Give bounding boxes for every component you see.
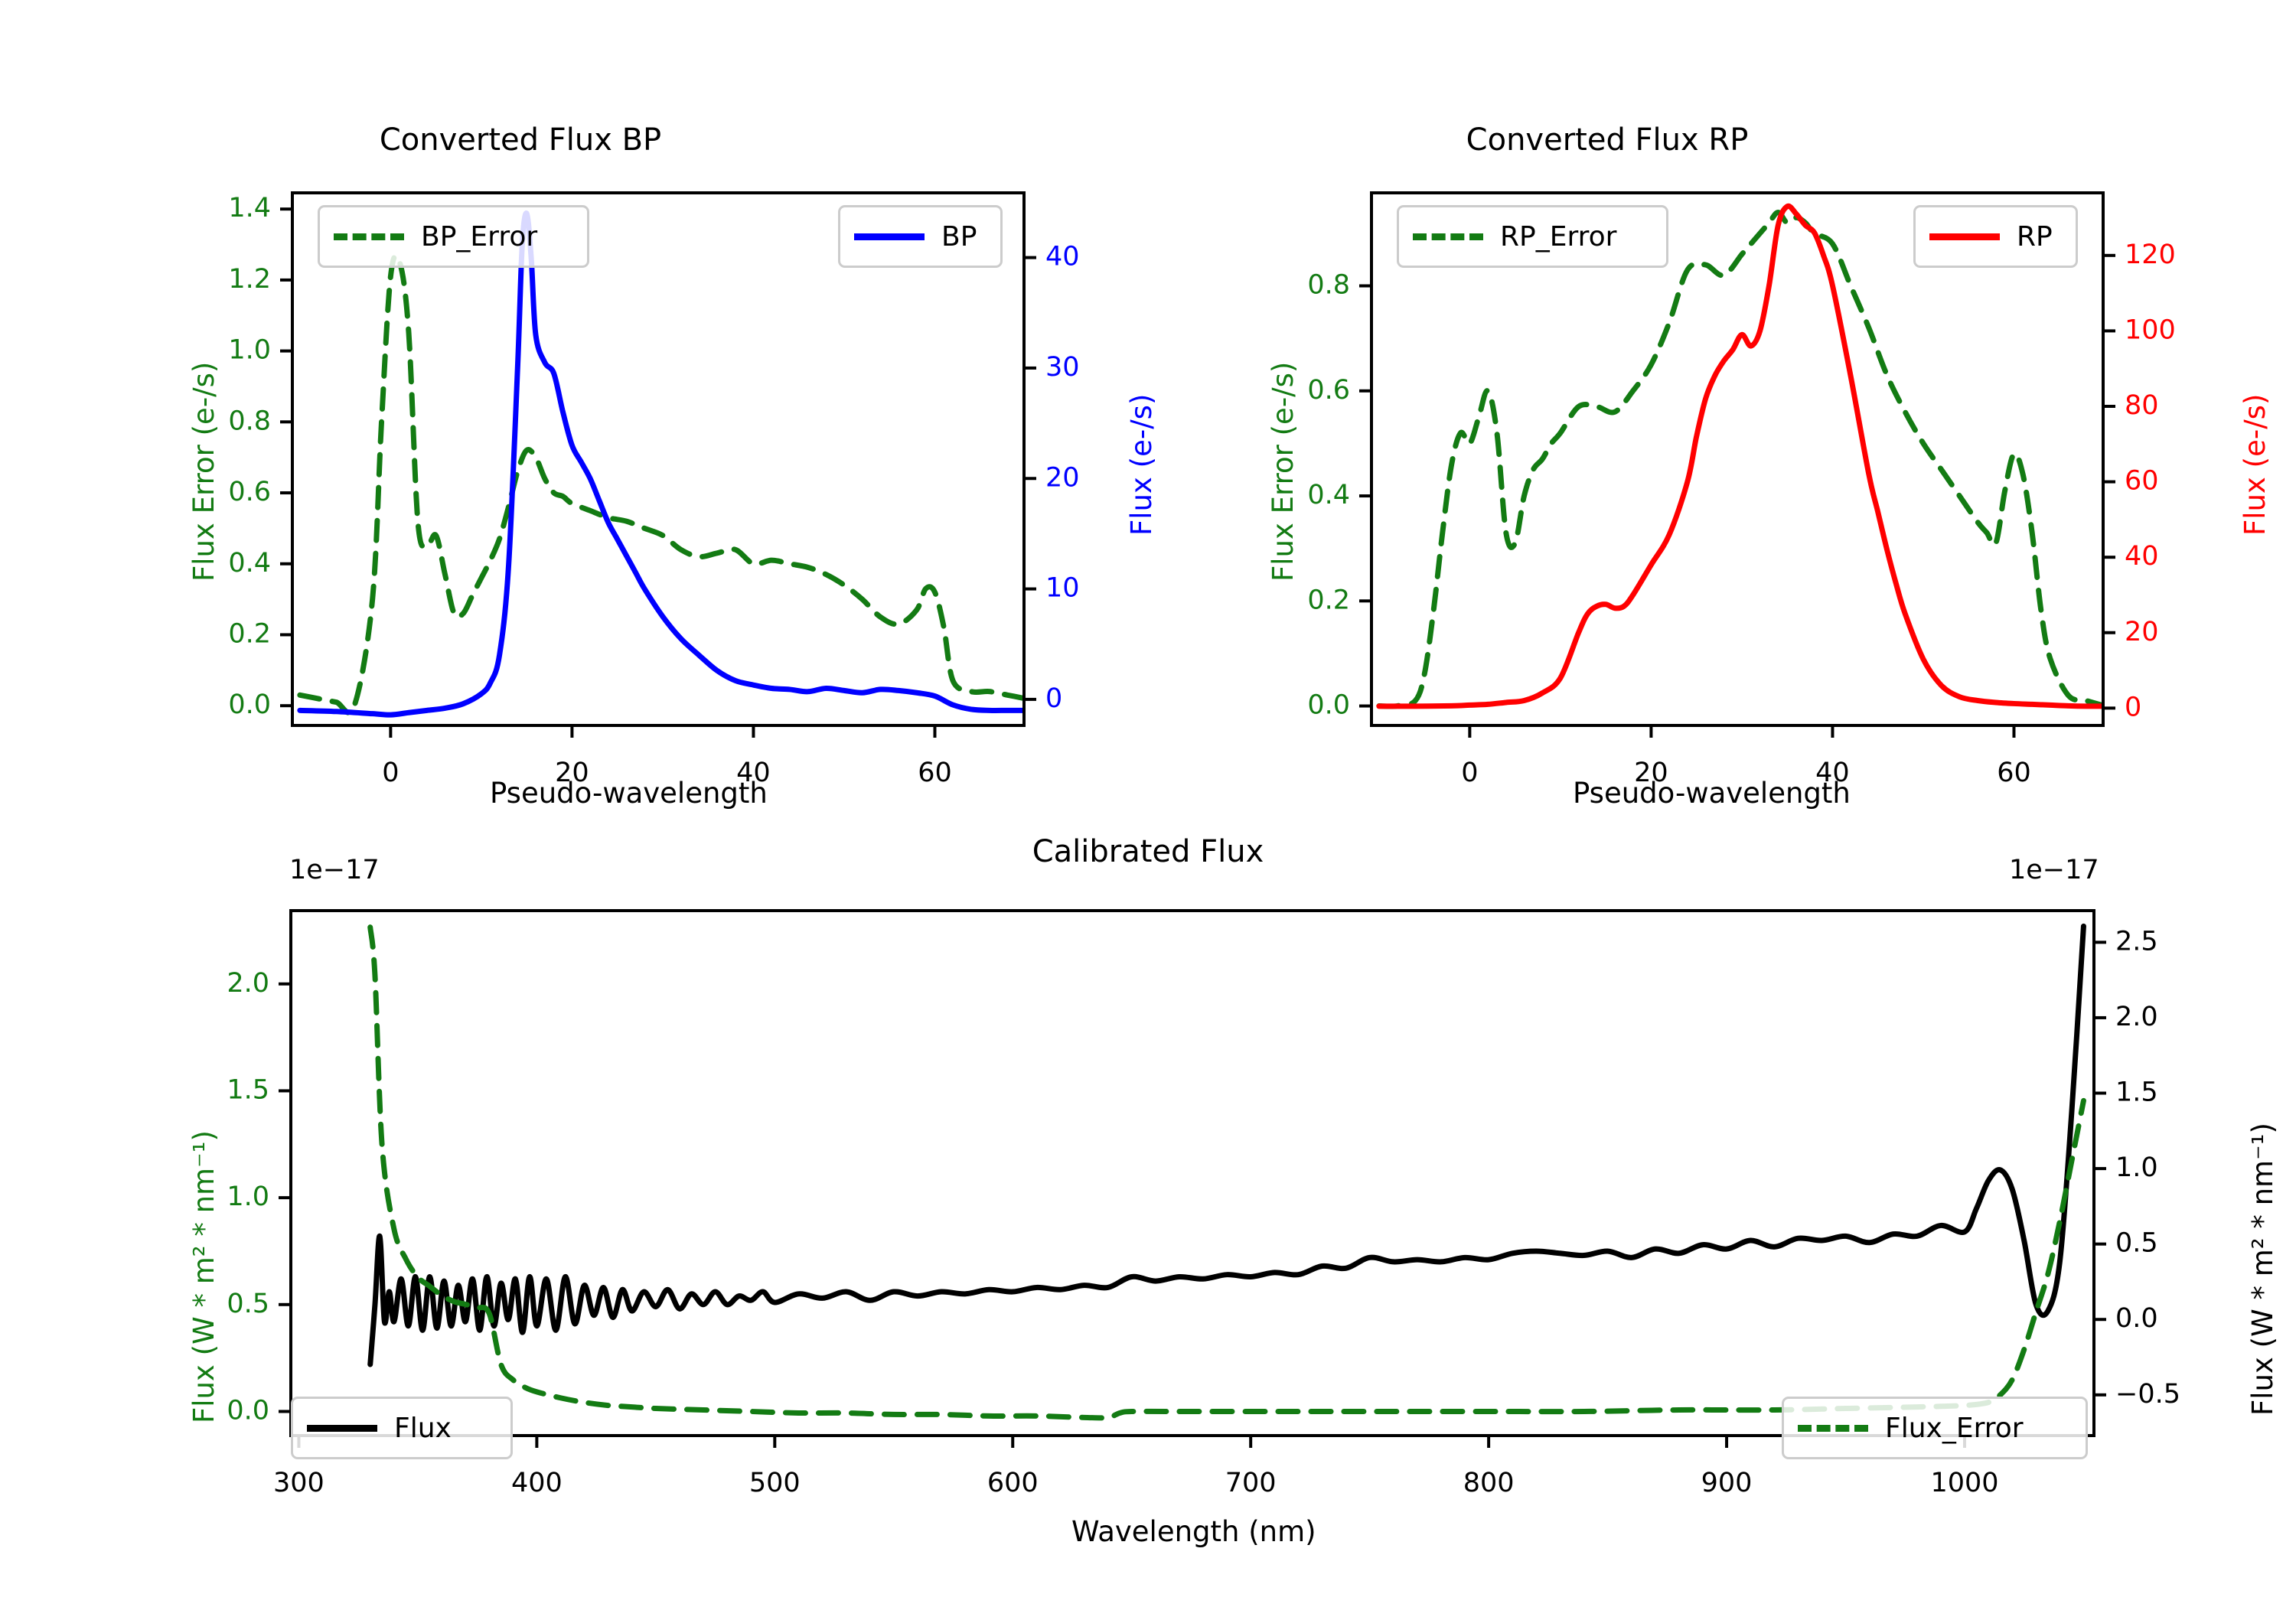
rp-ytick-left: 0.0 xyxy=(1307,690,1350,721)
bp-plot-svg: 0.0 0.2 0.4 0.6 0.8 1.0 1.2 1.4 0 10 20 30 40 0 20 40 60 xyxy=(228,193,1080,788)
rp-legend-error[interactable]: RP_Error xyxy=(1397,205,1668,268)
cal-ytick-right: 0.5 xyxy=(2115,1228,2158,1259)
rp-series-rp_error xyxy=(1376,209,2105,709)
cal-xtick: 900 xyxy=(1701,1468,1753,1498)
bp-ytick-left: 0.4 xyxy=(228,548,271,579)
rp-error-legend-swatch xyxy=(1413,233,1483,240)
rp-plot-svg: 0.0 0.2 0.4 0.6 0.8 0 20 40 60 80 100 120 0 20 40 60 xyxy=(1307,203,2176,788)
cal-panel-title: Calibrated Flux xyxy=(1032,834,1264,869)
bp-ytick-left: 0.8 xyxy=(228,406,271,436)
cal-xtick: 1000 xyxy=(1930,1468,1998,1498)
rp-axes-frame xyxy=(1370,191,2105,727)
cal-right-exponent-label: 1e−17 xyxy=(2009,855,2099,885)
panel-calibrated-flux: Calibrated Flux 1e−17 1e−17 0.0 0.5 1.0 1.5… xyxy=(0,811,2296,1607)
rp-panel-title: Converted Flux RP xyxy=(1466,122,1749,158)
cal-legend-flux-error[interactable]: Flux_Error xyxy=(1782,1397,2088,1459)
rp-xtick: 0 xyxy=(1461,758,1478,788)
cal-flux-error-legend-label: Flux_Error xyxy=(1885,1412,2024,1444)
cal-xtick: 600 xyxy=(987,1468,1039,1498)
bp-legend-error[interactable]: BP_Error xyxy=(318,205,589,268)
cal-flux-legend-swatch xyxy=(307,1424,377,1432)
bp-legend-flux[interactable]: BP xyxy=(838,205,1003,268)
cal-xtick: 400 xyxy=(511,1468,563,1498)
cal-xtick: 700 xyxy=(1225,1468,1277,1498)
rp-x-axis-title: Pseudo-wavelength xyxy=(1573,777,1851,810)
bp-panel-title: Converted Flux BP xyxy=(379,122,662,158)
cal-left-exponent-label: 1e−17 xyxy=(289,855,380,885)
bp-ytick-right: 0 xyxy=(1045,683,1062,714)
bp-ytick-left: 0.6 xyxy=(228,477,271,507)
bp-xtick: 40 xyxy=(736,758,771,788)
bp-error-legend-label: BP_Error xyxy=(421,220,538,253)
rp-ytick-left: 0.2 xyxy=(1307,585,1350,615)
rp-error-legend-label: RP_Error xyxy=(1500,220,1617,253)
rp-ytick-right: 60 xyxy=(2125,466,2159,497)
cal-x-axis-title: Wavelength (nm) xyxy=(1071,1515,1316,1548)
bp-xtick: 0 xyxy=(382,758,399,788)
cal-plot-svg: 0.0 0.5 1.0 1.5 2.0 −0.5 0.0 0.5 1.0 1.5 2.0 2.5 300… xyxy=(227,923,2180,1498)
bp-ytick-left: 1.4 xyxy=(228,193,271,223)
cal-series-flux_error xyxy=(367,924,2086,1421)
rp-legend-flux[interactable]: RP xyxy=(1913,205,2078,268)
cal-ytick-left: 0.5 xyxy=(227,1289,269,1319)
rp-flux-legend-swatch xyxy=(1929,233,2000,240)
cal-ytick-right: 1.0 xyxy=(2115,1152,2158,1183)
cal-ytick-right: −0.5 xyxy=(2115,1379,2180,1410)
cal-flux-legend-label: Flux xyxy=(394,1412,452,1444)
bp-axes-frame xyxy=(291,191,1026,727)
cal-ytick-right: 1.5 xyxy=(2115,1077,2158,1108)
bp-flux-legend-label: BP xyxy=(941,220,977,253)
bp-ytick-right: 40 xyxy=(1045,242,1080,272)
bp-ytick-right: 10 xyxy=(1045,573,1080,604)
rp-xtick: 20 xyxy=(1634,758,1668,788)
rp-ytick-left: 0.8 xyxy=(1307,270,1350,301)
bp-series-bp xyxy=(297,210,1026,718)
rp-ytick-left: 0.6 xyxy=(1307,375,1350,406)
rp-ytick-right: 40 xyxy=(2125,541,2159,572)
cal-series-flux xyxy=(367,923,2086,1367)
cal-xtick: 800 xyxy=(1463,1468,1515,1498)
rp-ytick-right: 0 xyxy=(2125,692,2141,722)
cal-flux-error-legend-swatch xyxy=(1798,1424,1868,1432)
cal-xtick: 500 xyxy=(749,1468,801,1498)
cal-ytick-right: 2.5 xyxy=(2115,926,2158,957)
bp-ytick-right: 30 xyxy=(1045,352,1080,383)
bp-ytick-left: 0.2 xyxy=(228,618,271,649)
rp-xtick: 60 xyxy=(1997,758,2031,788)
rp-ytick-left: 0.4 xyxy=(1307,480,1350,510)
cal-ytick-right: 0.0 xyxy=(2115,1303,2158,1334)
cal-ytick-left: 1.5 xyxy=(227,1074,269,1105)
rp-flux-legend-label: RP xyxy=(2017,220,2053,253)
rp-xtick: 40 xyxy=(1815,758,1850,788)
rp-ytick-right: 20 xyxy=(2125,617,2159,647)
cal-legend-flux[interactable]: Flux xyxy=(291,1397,513,1459)
bp-series-bp_error xyxy=(297,253,1026,715)
cal-axes-frame xyxy=(289,909,2095,1437)
bp-ytick-left: 1.0 xyxy=(228,335,271,366)
bp-x-axis-title: Pseudo-wavelength xyxy=(490,777,768,810)
bp-xtick: 60 xyxy=(918,758,952,788)
panel-converted-flux-rp: Converted Flux RP 0.0 0.2 0.4 0.6 0.8 0 20 40 60… xyxy=(1148,0,2296,811)
bp-xtick: 20 xyxy=(555,758,589,788)
cal-ytick-right: 2.0 xyxy=(2115,1002,2158,1032)
cal-xtick: 300 xyxy=(273,1468,325,1498)
bp-ytick-left: 1.2 xyxy=(228,264,271,295)
rp-ytick-right: 80 xyxy=(2125,390,2159,421)
bp-ytick-right: 20 xyxy=(1045,462,1080,493)
bp-flux-legend-swatch xyxy=(854,233,925,240)
cal-ytick-left: 1.0 xyxy=(227,1182,269,1212)
cal-ytick-left: 0.0 xyxy=(227,1395,269,1426)
panel-converted-flux-bp: Converted Flux BP 0.0 0.2 0.4 0.6 0.8 1.0 1.2 1… xyxy=(0,0,1158,811)
rp-series-rp xyxy=(1376,203,2105,709)
bp-error-legend-swatch xyxy=(334,233,404,240)
rp-ytick-right: 100 xyxy=(2125,315,2176,345)
cal-ytick-left: 2.0 xyxy=(227,968,269,999)
rp-ytick-right: 120 xyxy=(2125,240,2176,270)
bp-ytick-left: 0.0 xyxy=(228,689,271,720)
